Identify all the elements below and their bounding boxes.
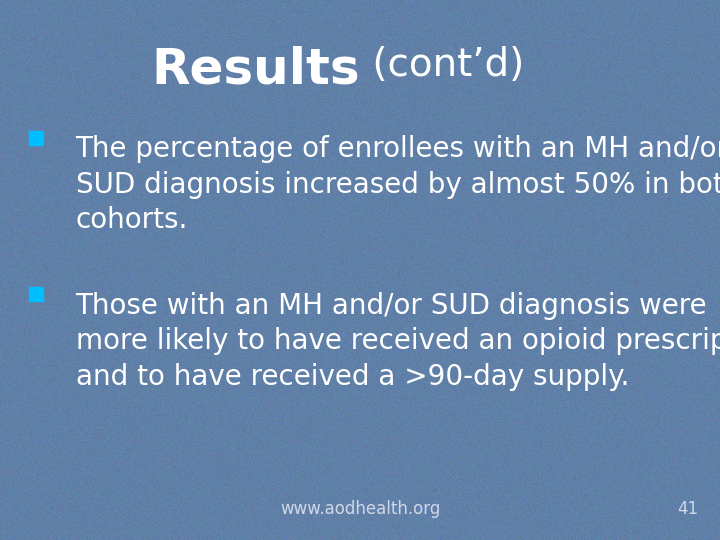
Text: www.aodhealth.org: www.aodhealth.org — [280, 501, 440, 518]
Text: Results: Results — [151, 46, 360, 94]
Text: Those with an MH and/or SUD diagnosis were
more likely to have received an opioi: Those with an MH and/or SUD diagnosis we… — [76, 292, 720, 391]
Text: 41: 41 — [678, 501, 698, 518]
Text: The percentage of enrollees with an MH and/or
SUD diagnosis increased by almost : The percentage of enrollees with an MH a… — [76, 135, 720, 234]
Text: (cont’d): (cont’d) — [360, 46, 524, 84]
